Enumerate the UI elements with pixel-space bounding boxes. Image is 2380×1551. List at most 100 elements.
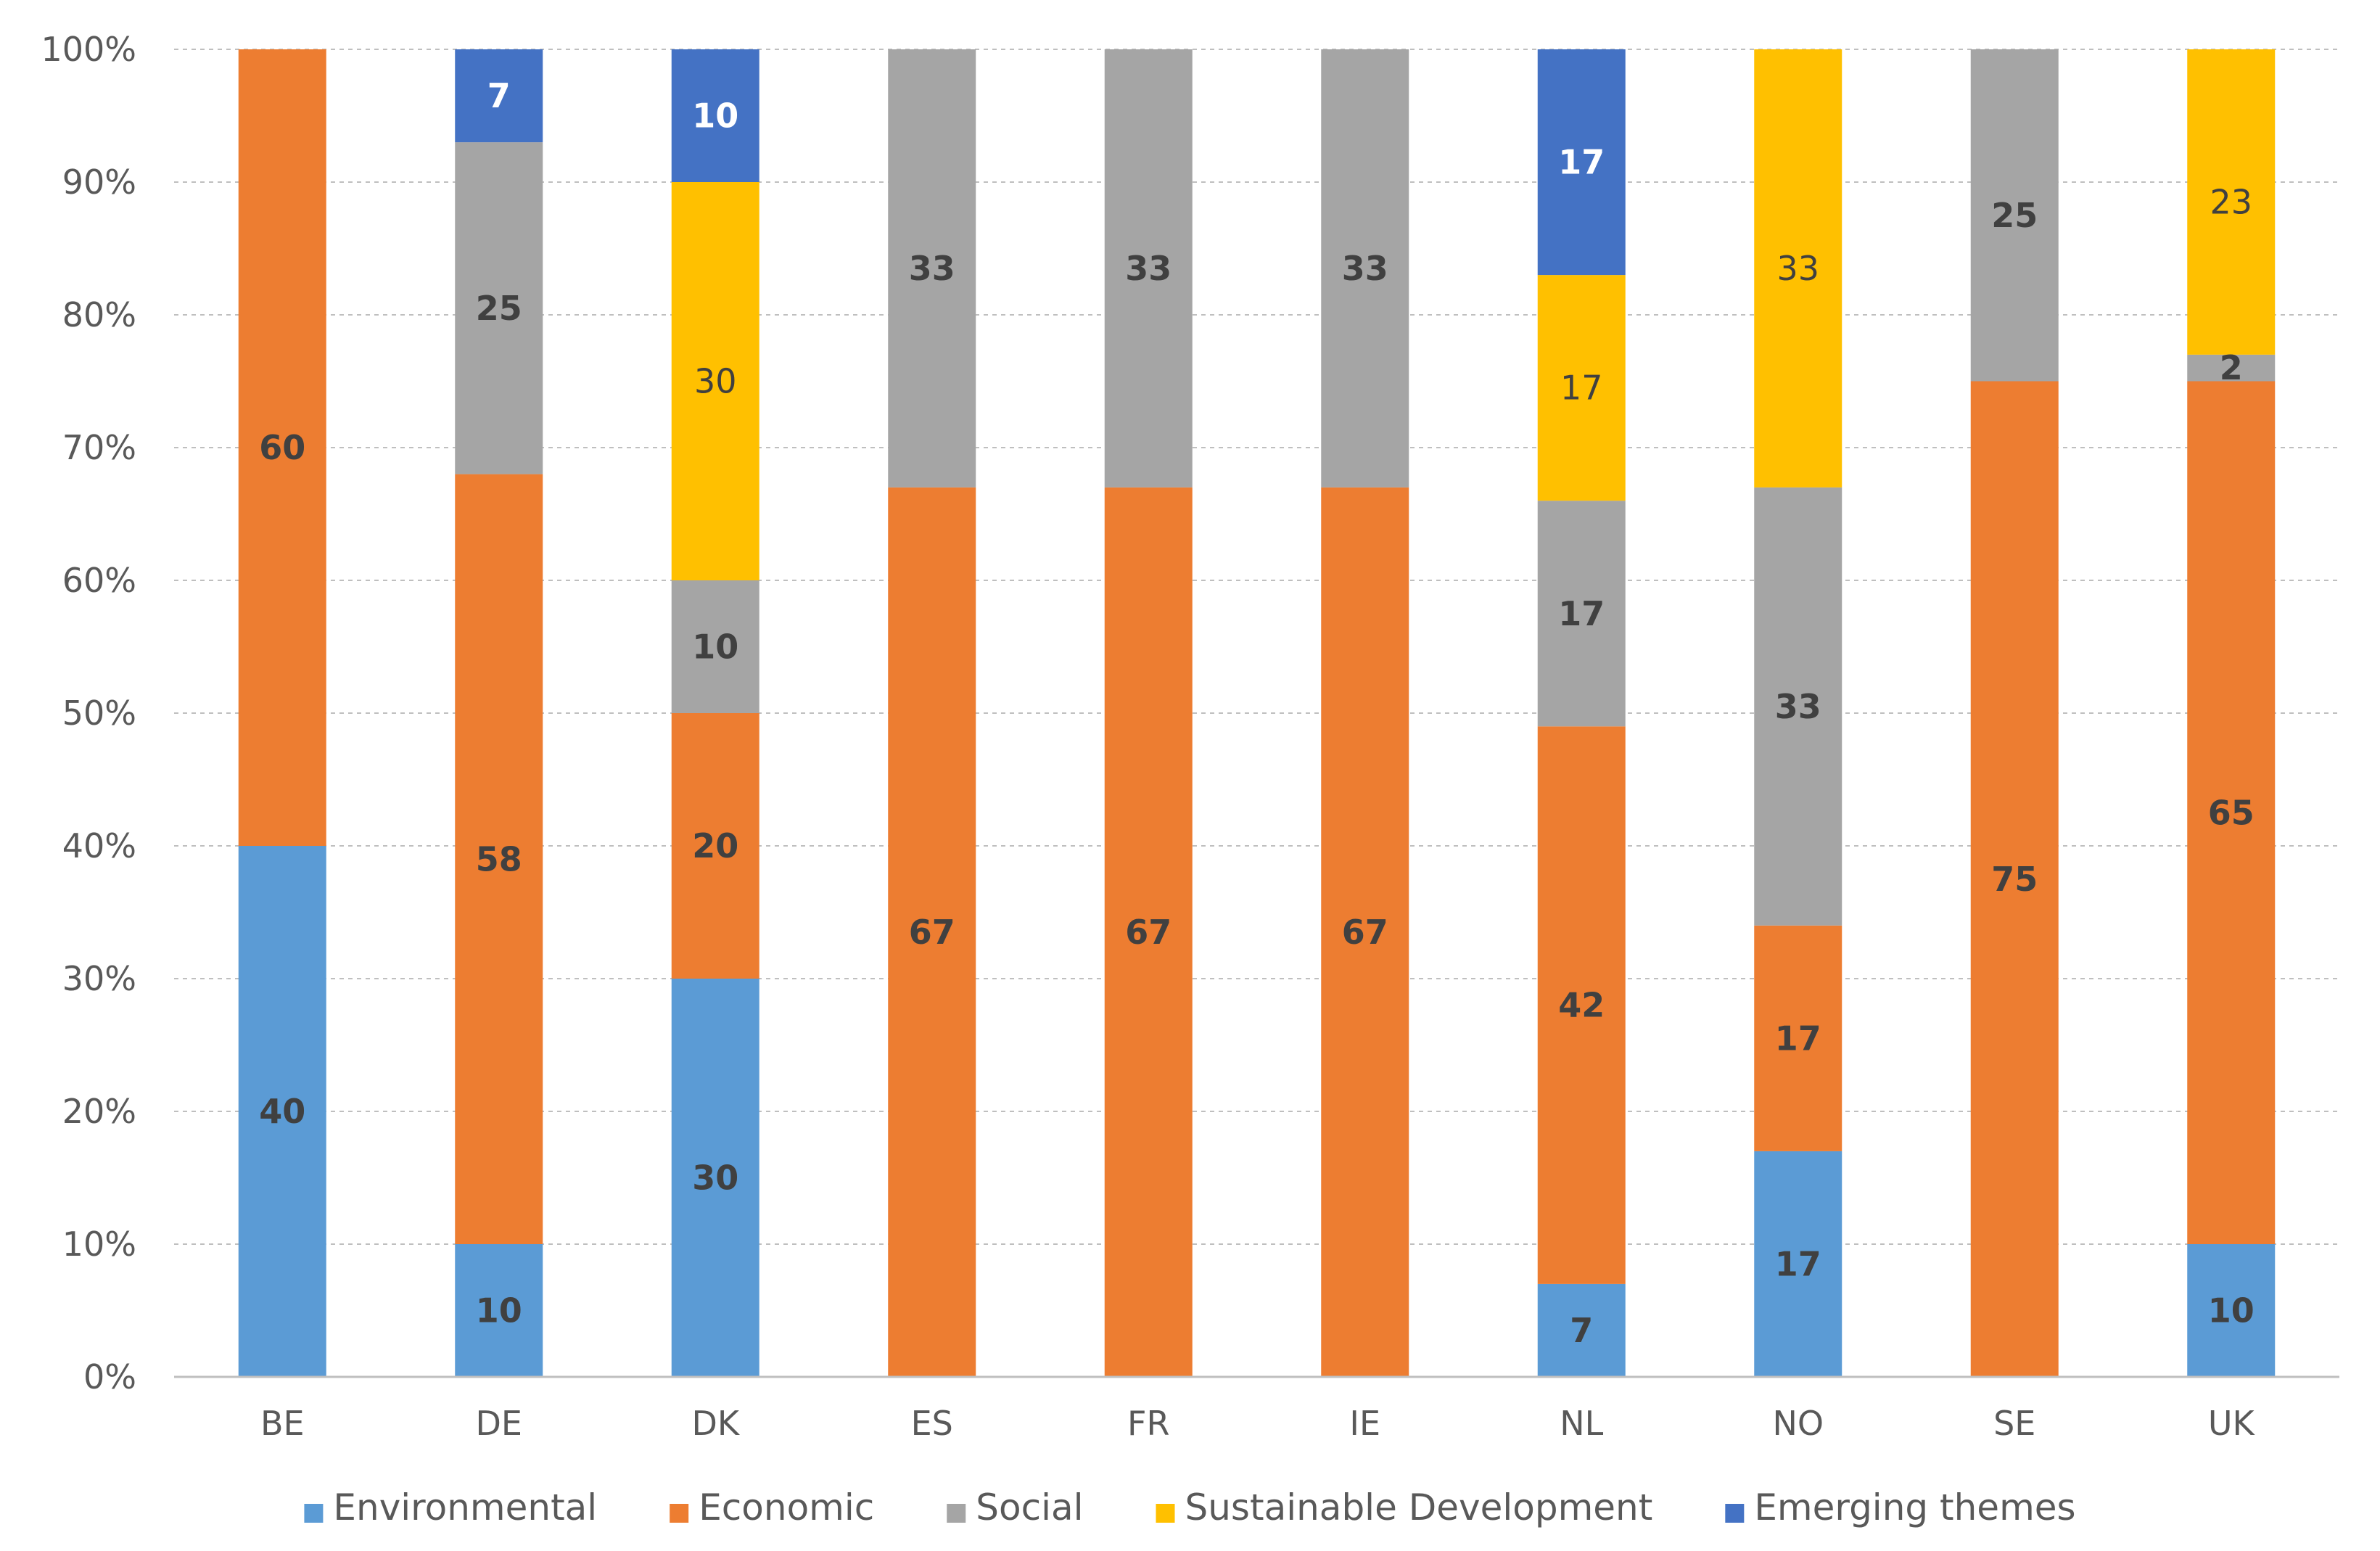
bar-segment-DE-environmental [455, 1244, 543, 1377]
data-label: 23 [2210, 182, 2252, 221]
bar-segment-IE-social [1321, 49, 1409, 487]
data-label: 33 [1776, 249, 1819, 288]
y-tick-label: 50% [62, 694, 136, 733]
bar-segment-BE-economic [238, 49, 326, 846]
bar-segment-SE-social [1970, 49, 2059, 382]
data-label: 2 [2220, 348, 2243, 387]
legend-label: Environmental [333, 1486, 597, 1529]
bar-segment-DK-social [671, 580, 759, 713]
legend-swatch [1725, 1504, 1745, 1523]
bar-segment-UK-economic [2187, 381, 2276, 1244]
bar-segment-DE-social [455, 142, 543, 474]
bar-segment-UK-environmental [2187, 1244, 2276, 1377]
data-label: 58 [476, 839, 522, 879]
data-label: 7 [487, 76, 511, 115]
data-label: 17 [1775, 1244, 1821, 1283]
y-tick-label: 90% [62, 162, 136, 202]
y-tick-label: 0% [83, 1357, 136, 1396]
data-label: 10 [692, 96, 738, 136]
bar-segment-NO-social [1754, 487, 1842, 926]
data-label: 17 [1775, 1019, 1821, 1058]
legend-swatch [670, 1504, 689, 1523]
y-tick-label: 60% [62, 561, 136, 600]
legend-item-sustainable-development: Sustainable Development [1156, 1486, 1653, 1529]
data-label: 10 [2208, 1291, 2255, 1330]
legend-swatch [304, 1504, 324, 1523]
legend-label: Economic [699, 1486, 874, 1529]
data-label: 7 [1570, 1311, 1593, 1350]
legend-item-emerging-themes: Emerging themes [1725, 1486, 2076, 1529]
y-tick-label: 40% [62, 826, 136, 865]
y-tick-label: 100% [41, 30, 136, 69]
legend-item-environmental: Environmental [304, 1486, 597, 1529]
bar-segment-NL-environmental [1537, 1283, 1626, 1377]
bar-segment-DE-emerging-themes [455, 49, 543, 143]
legend-item-economic: Economic [670, 1486, 874, 1529]
data-label: 17 [1558, 143, 1605, 182]
data-label: 33 [1125, 249, 1172, 288]
bar-segment-FR-social [1104, 49, 1193, 487]
data-label: 10 [476, 1291, 522, 1330]
data-label: 75 [1991, 860, 2038, 899]
data-label: 25 [1991, 196, 2038, 235]
bar-segment-UK-sustainable-development [2187, 49, 2276, 355]
bar-segment-DE-economic [455, 474, 543, 1244]
data-label: 33 [1775, 687, 1821, 726]
data-label: 10 [692, 628, 738, 667]
bar-segment-FR-economic [1104, 487, 1193, 1377]
axes: 0% 10% 20% 30% 40% 50% 60% 70% 80% 90% 100% BE DE DK E… [41, 30, 2339, 1443]
x-tick-label: FR [1127, 1404, 1169, 1443]
bar-segment-ES-social [888, 49, 976, 487]
data-label: 25 [476, 289, 522, 328]
bar-segment-NL-social [1537, 501, 1626, 727]
x-tick-label: ES [911, 1404, 953, 1443]
data-label: 30 [694, 362, 737, 401]
x-tick-label: DE [476, 1404, 523, 1443]
data-label: 42 [1558, 986, 1605, 1025]
data-label: 67 [1125, 913, 1172, 952]
bar-segment-NO-economic [1754, 925, 1842, 1151]
data-label: 20 [692, 826, 738, 865]
bar-segment-DK-emerging-themes [671, 49, 759, 182]
bar-segment-DK-economic [671, 713, 759, 979]
x-tick-label: NL [1560, 1404, 1603, 1443]
y-tick-label: 10% [62, 1225, 136, 1264]
bar-segment-NL-sustainable-development [1537, 275, 1626, 501]
x-tick-label: SE [1993, 1404, 2035, 1443]
bar-segment-SE-economic [1970, 381, 2059, 1377]
x-tick-label: BE [260, 1404, 305, 1443]
y-tick-label: 70% [62, 428, 136, 467]
bar-segment-IE-economic [1321, 487, 1409, 1377]
legend-swatch [1156, 1504, 1175, 1523]
data-label: 40 [259, 1092, 305, 1131]
bar-segment-UK-social [2187, 354, 2276, 382]
bar-segment-DK-environmental [671, 979, 759, 1377]
data-label: 65 [2208, 793, 2255, 832]
legend-label: Emerging themes [1754, 1486, 2075, 1529]
legend-item-social: Social [947, 1486, 1084, 1529]
data-label: 60 [259, 428, 305, 467]
bar-segment-NO-environmental [1754, 1151, 1842, 1377]
legend-label: Social [976, 1486, 1083, 1529]
x-tick-label: IE [1349, 1404, 1380, 1443]
data-labels: 40 60 10 58 25 7 30 20 10 30 10 67 33 67 33 67 33 7 42 17 17… [259, 76, 2255, 1350]
y-tick-label: 30% [62, 959, 136, 998]
legend-swatch [947, 1504, 966, 1523]
bars [238, 49, 2276, 1377]
y-tick-label: 20% [62, 1092, 136, 1131]
bar-segment-ES-economic [888, 487, 976, 1377]
bar-segment-NO-sustainable-development [1754, 49, 1842, 487]
data-label: 17 [1560, 369, 1603, 408]
data-label: 33 [909, 249, 955, 288]
bar-segment-NL-economic [1537, 726, 1626, 1284]
data-label: 33 [1342, 249, 1388, 288]
data-label: 30 [692, 1159, 738, 1198]
bar-segment-NL-emerging-themes [1537, 49, 1626, 276]
data-label: 17 [1558, 594, 1605, 633]
legend-label: Sustainable Development [1185, 1486, 1653, 1529]
bar-segment-DK-sustainable-development [671, 182, 759, 580]
x-tick-label: DK [691, 1404, 740, 1443]
x-tick-label: NO [1772, 1404, 1824, 1443]
